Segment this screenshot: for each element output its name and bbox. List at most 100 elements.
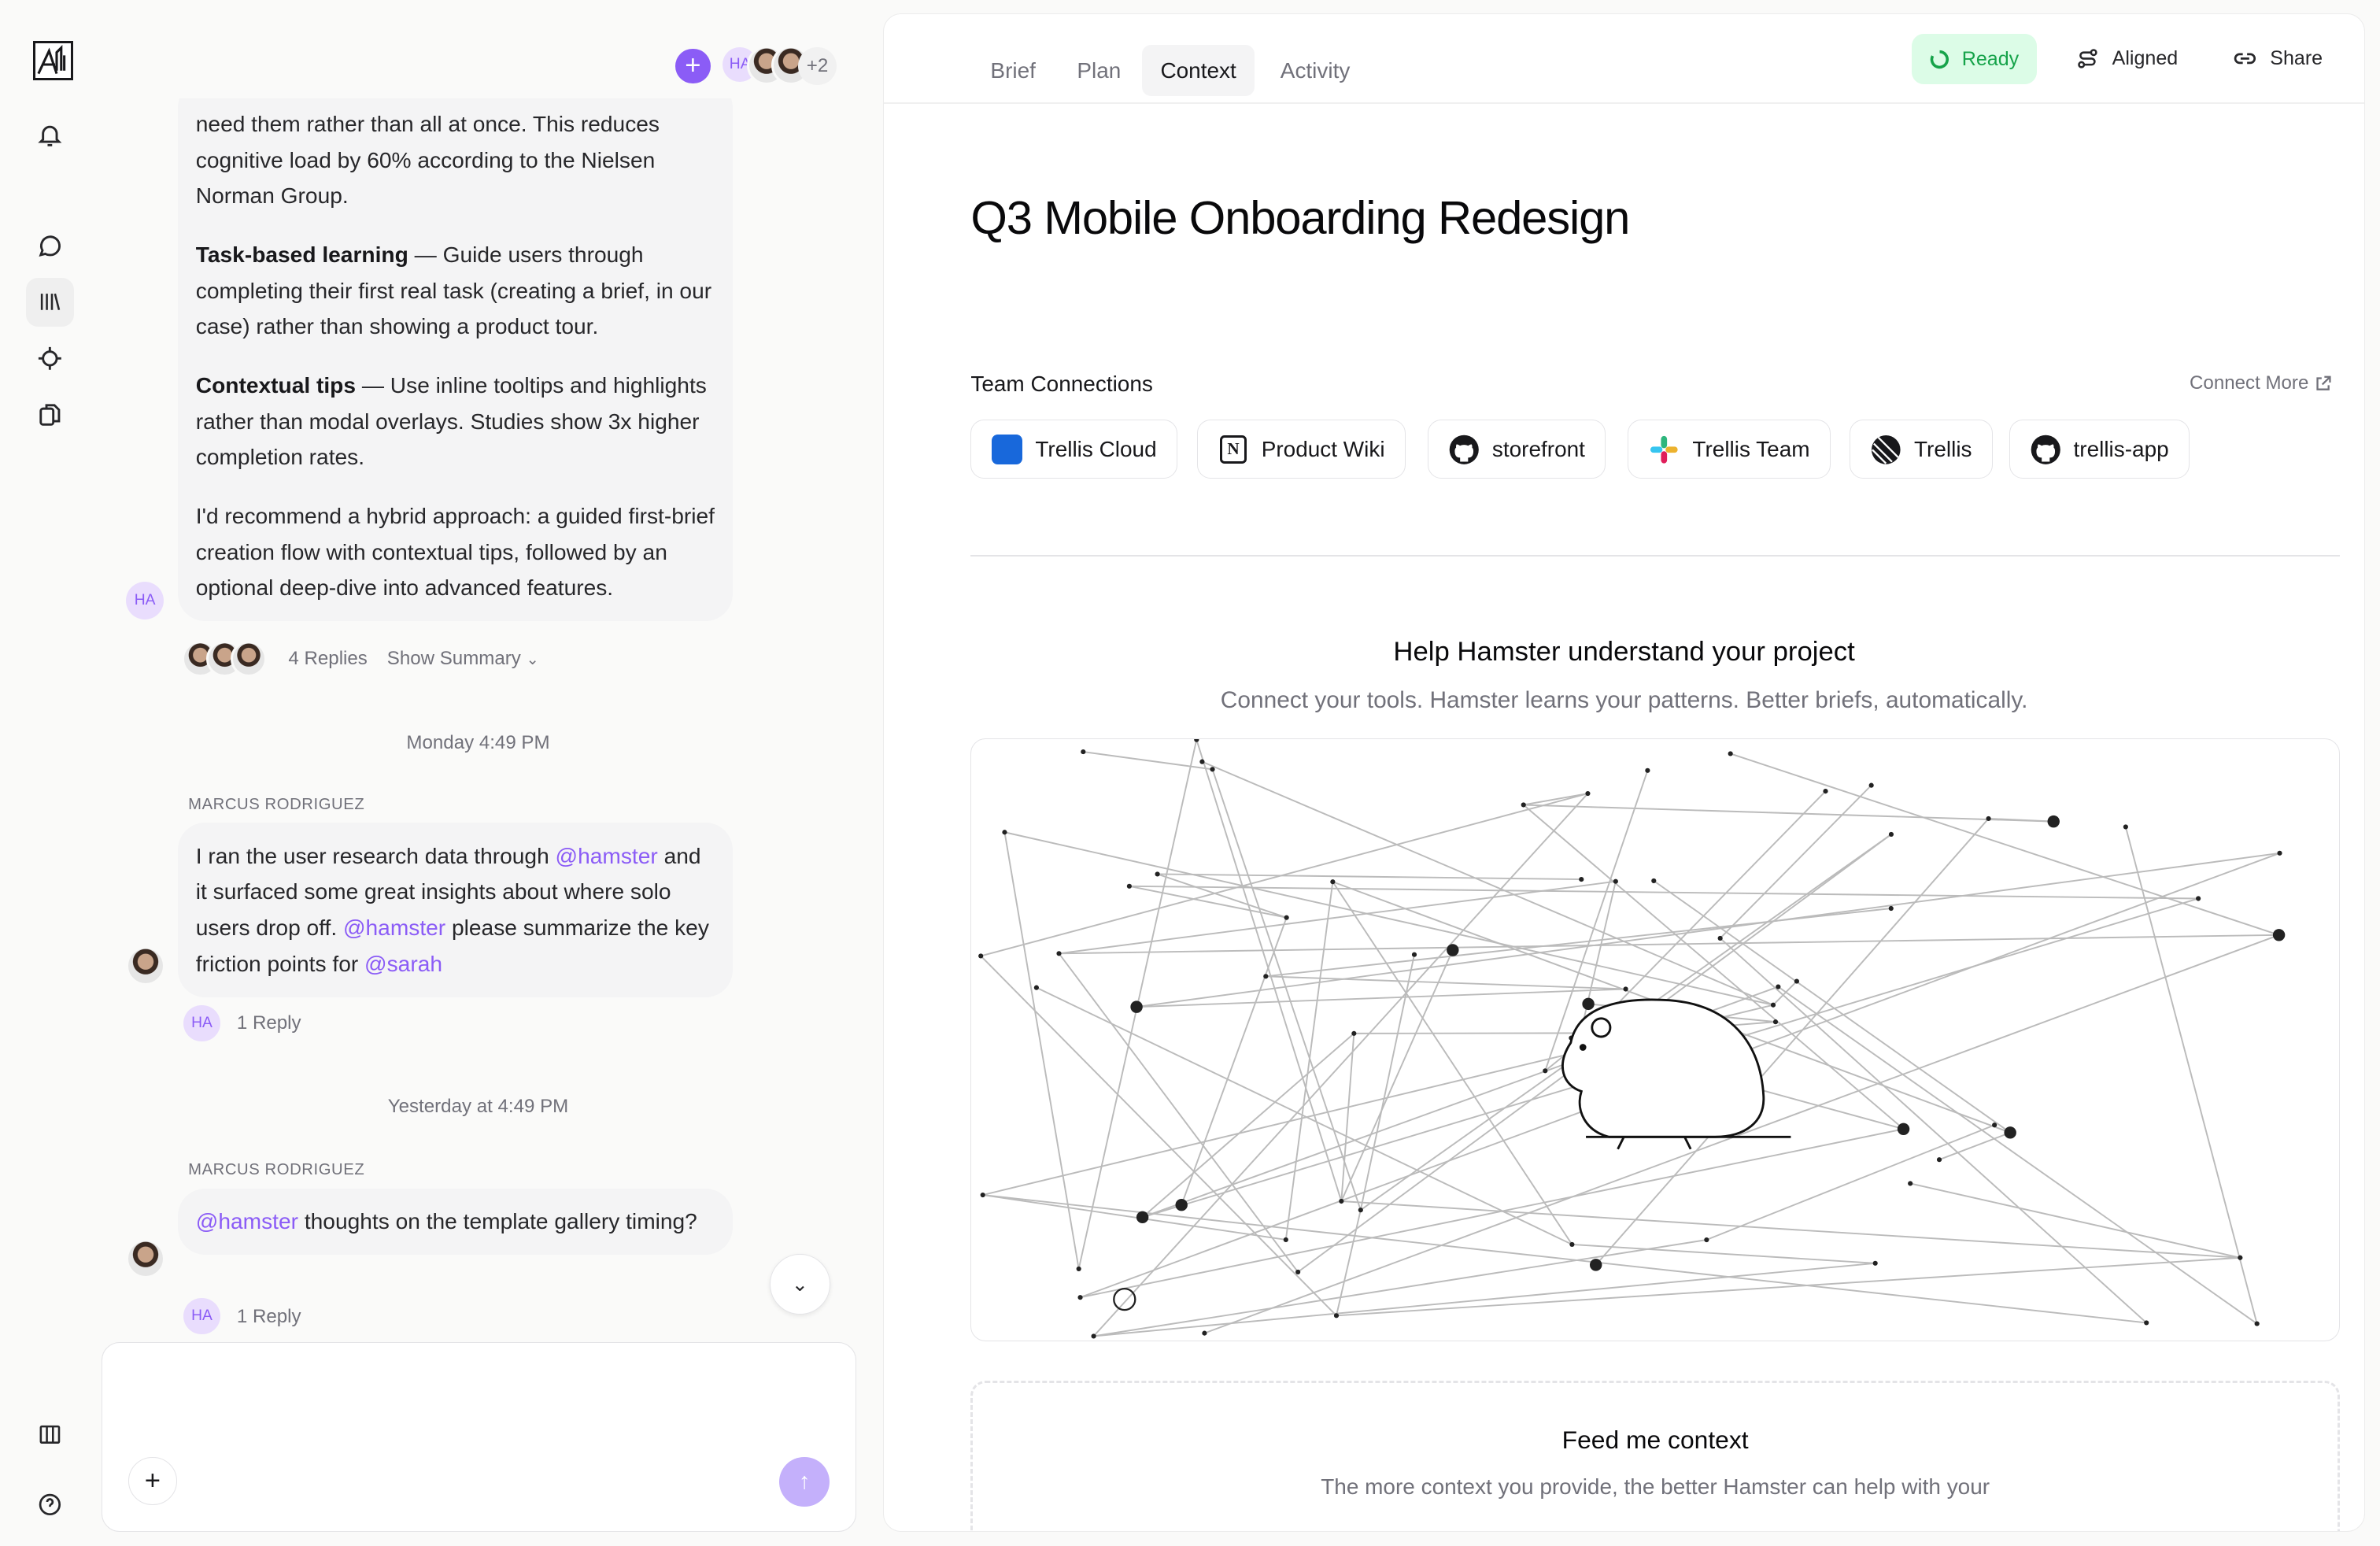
library-icon[interactable] xyxy=(25,277,75,327)
network-line xyxy=(1136,853,2281,1008)
network-node xyxy=(1127,883,1133,890)
network-line xyxy=(1083,751,1214,771)
aligned-button[interactable]: Aligned xyxy=(2057,34,2196,83)
scroll-down-button[interactable]: ⌄ xyxy=(769,1254,830,1315)
network-node xyxy=(1773,1019,1779,1025)
show-summary-button[interactable]: Show Summary ⌄ xyxy=(386,648,539,670)
tab-brief[interactable]: Brief xyxy=(990,57,1036,83)
connection-chip[interactable]: Trellis Team xyxy=(1628,420,1831,479)
network-node xyxy=(1351,1031,1357,1037)
status-badge[interactable]: Ready xyxy=(1912,34,2038,85)
network-line xyxy=(1211,769,1362,1211)
network-node xyxy=(1076,1267,1082,1272)
connect-more-link[interactable]: Connect More xyxy=(2190,372,2331,394)
network-node xyxy=(2273,929,2286,941)
network-node xyxy=(1986,816,1992,822)
connection-chip[interactable]: Trellis xyxy=(1850,420,1993,479)
network-line xyxy=(981,793,1589,957)
network-node xyxy=(1447,944,1459,957)
tab-context[interactable]: Context xyxy=(1142,44,1255,97)
connection-chip[interactable]: N Product Wiki xyxy=(1196,420,1406,479)
network-node xyxy=(1077,1295,1083,1300)
network-line xyxy=(1136,988,1626,1008)
network-node xyxy=(1776,984,1781,989)
network-line xyxy=(1204,934,2280,1334)
network-line xyxy=(1336,1257,2241,1317)
logo-icon xyxy=(37,45,66,75)
network-node xyxy=(1543,1068,1548,1074)
network-node xyxy=(1898,1123,1910,1136)
bell-icon[interactable] xyxy=(26,111,75,160)
panel-icon[interactable] xyxy=(26,1411,75,1459)
network-line xyxy=(1544,770,1649,1071)
network-node xyxy=(1579,877,1584,882)
add-member-button[interactable]: + xyxy=(675,48,711,84)
connection-chip[interactable]: trellis-app xyxy=(2009,420,2190,479)
jira-icon xyxy=(991,434,1023,466)
network-node xyxy=(1081,749,1086,755)
replies-link[interactable]: 1 Reply xyxy=(236,1305,301,1327)
network-node xyxy=(1651,878,1657,884)
network-node xyxy=(1334,1313,1340,1319)
crosshair-icon[interactable] xyxy=(26,334,75,383)
documents-icon[interactable] xyxy=(26,390,75,439)
network-node xyxy=(2196,896,2201,901)
network-line xyxy=(1266,975,1626,990)
more-members-count[interactable]: +2 xyxy=(798,46,837,85)
tab-activity[interactable]: Activity xyxy=(1280,57,1351,83)
arrow-up-icon: ↑ xyxy=(798,1468,811,1494)
network-line xyxy=(982,1194,2147,1324)
network-node xyxy=(1002,830,1007,835)
network-node xyxy=(1056,951,1062,956)
network-node xyxy=(1937,1157,1942,1163)
replies-link[interactable]: 1 Reply xyxy=(236,1012,301,1034)
network-line xyxy=(1196,739,1343,1202)
hamster-network-illustration xyxy=(970,738,2340,1341)
network-line xyxy=(1523,793,1588,806)
network-node xyxy=(1823,789,1828,794)
network-node xyxy=(1155,871,1161,877)
network-node xyxy=(2238,1255,2243,1261)
sender-name: MARCUS RODRIGUEZ xyxy=(188,795,365,813)
network-line xyxy=(1654,880,2012,1134)
mention[interactable]: @sarah xyxy=(364,951,443,976)
network-line xyxy=(1772,981,1798,1006)
network-line xyxy=(1336,1210,1362,1316)
send-button[interactable]: ↑ xyxy=(779,1456,830,1507)
network-node xyxy=(1330,879,1336,885)
replies-link[interactable]: 4 Replies xyxy=(288,648,368,670)
help-subtitle: Connect your tools. Hamster learns your … xyxy=(1220,686,2028,713)
connection-chip[interactable]: storefront xyxy=(1427,420,1606,479)
app-logo[interactable] xyxy=(33,41,73,81)
mention[interactable]: @hamster xyxy=(342,915,446,940)
message-composer[interactable]: + ↑ xyxy=(102,1341,856,1532)
network-line xyxy=(1340,949,1454,1202)
network-line xyxy=(1080,1128,1905,1299)
network-line xyxy=(1059,953,1299,1273)
chevron-down-icon: ⌄ xyxy=(791,1273,808,1296)
network-node xyxy=(1358,1208,1364,1213)
network-node xyxy=(1582,997,1595,1011)
chat-icon[interactable] xyxy=(26,222,75,271)
connection-chip[interactable]: Trellis Cloud xyxy=(970,420,1177,479)
context-panel: Brief Plan Context Activity Ready Aligne… xyxy=(883,13,2365,1532)
network-node xyxy=(1908,1181,1913,1186)
network-line xyxy=(1129,886,2199,900)
help-icon[interactable] xyxy=(26,1480,75,1529)
network-node xyxy=(1194,739,1199,743)
message-input[interactable] xyxy=(124,1361,822,1437)
network-node xyxy=(1704,1237,1709,1243)
share-button[interactable]: Share xyxy=(2214,34,2341,83)
network-line xyxy=(1341,1200,2241,1259)
network-node xyxy=(978,953,984,959)
mention[interactable]: @hamster xyxy=(195,1209,298,1234)
network-node xyxy=(1728,751,1734,756)
network-node xyxy=(1889,906,1894,912)
network-node xyxy=(1263,974,1269,979)
mention[interactable]: @hamster xyxy=(555,843,658,868)
tab-plan[interactable]: Plan xyxy=(1077,57,1122,83)
timestamp: Monday 4:49 PM xyxy=(406,731,550,753)
feed-context-dropzone[interactable]: Feed me context The more context you pro… xyxy=(970,1381,2340,1531)
message-list[interactable]: need them rather than all at once. This … xyxy=(98,98,857,1343)
attach-button[interactable]: + xyxy=(128,1456,177,1506)
